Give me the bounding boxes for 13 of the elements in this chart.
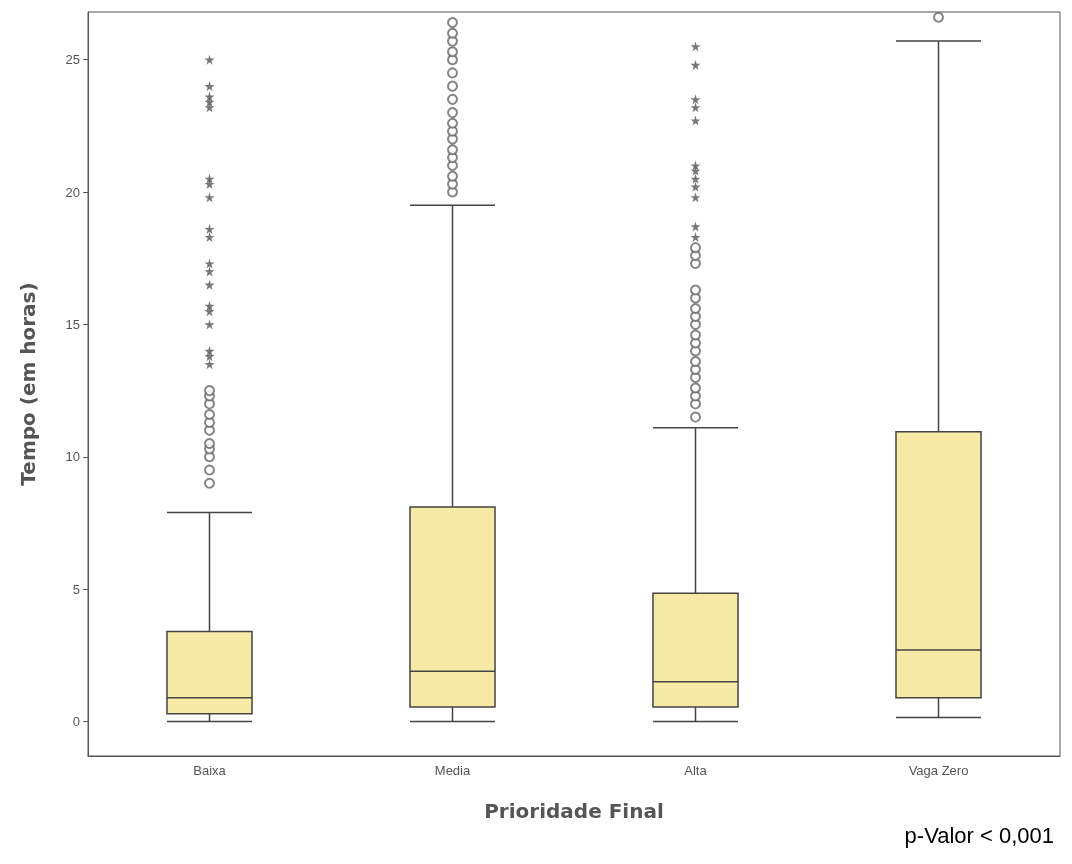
x-tick-label: Alta [684,763,708,778]
x-tick-label: Media [434,763,471,778]
y-tick-label: 0 [72,714,80,730]
x-axis-title: Prioridade Final [484,799,664,823]
y-tick-label: 20 [65,184,80,200]
y-tick-label: 25 [65,52,80,68]
text: p-Valor < 0,001 [904,822,1055,848]
y-tick-label: 10 [65,449,80,465]
x-tick-label: Baixa [193,763,227,778]
x-tick-label: Vaga Zero [908,763,969,778]
y-axis-title: Tempo (em horas) [16,282,40,486]
y-tick-label: 15 [65,316,80,332]
y-tick-label: 5 [72,581,80,597]
